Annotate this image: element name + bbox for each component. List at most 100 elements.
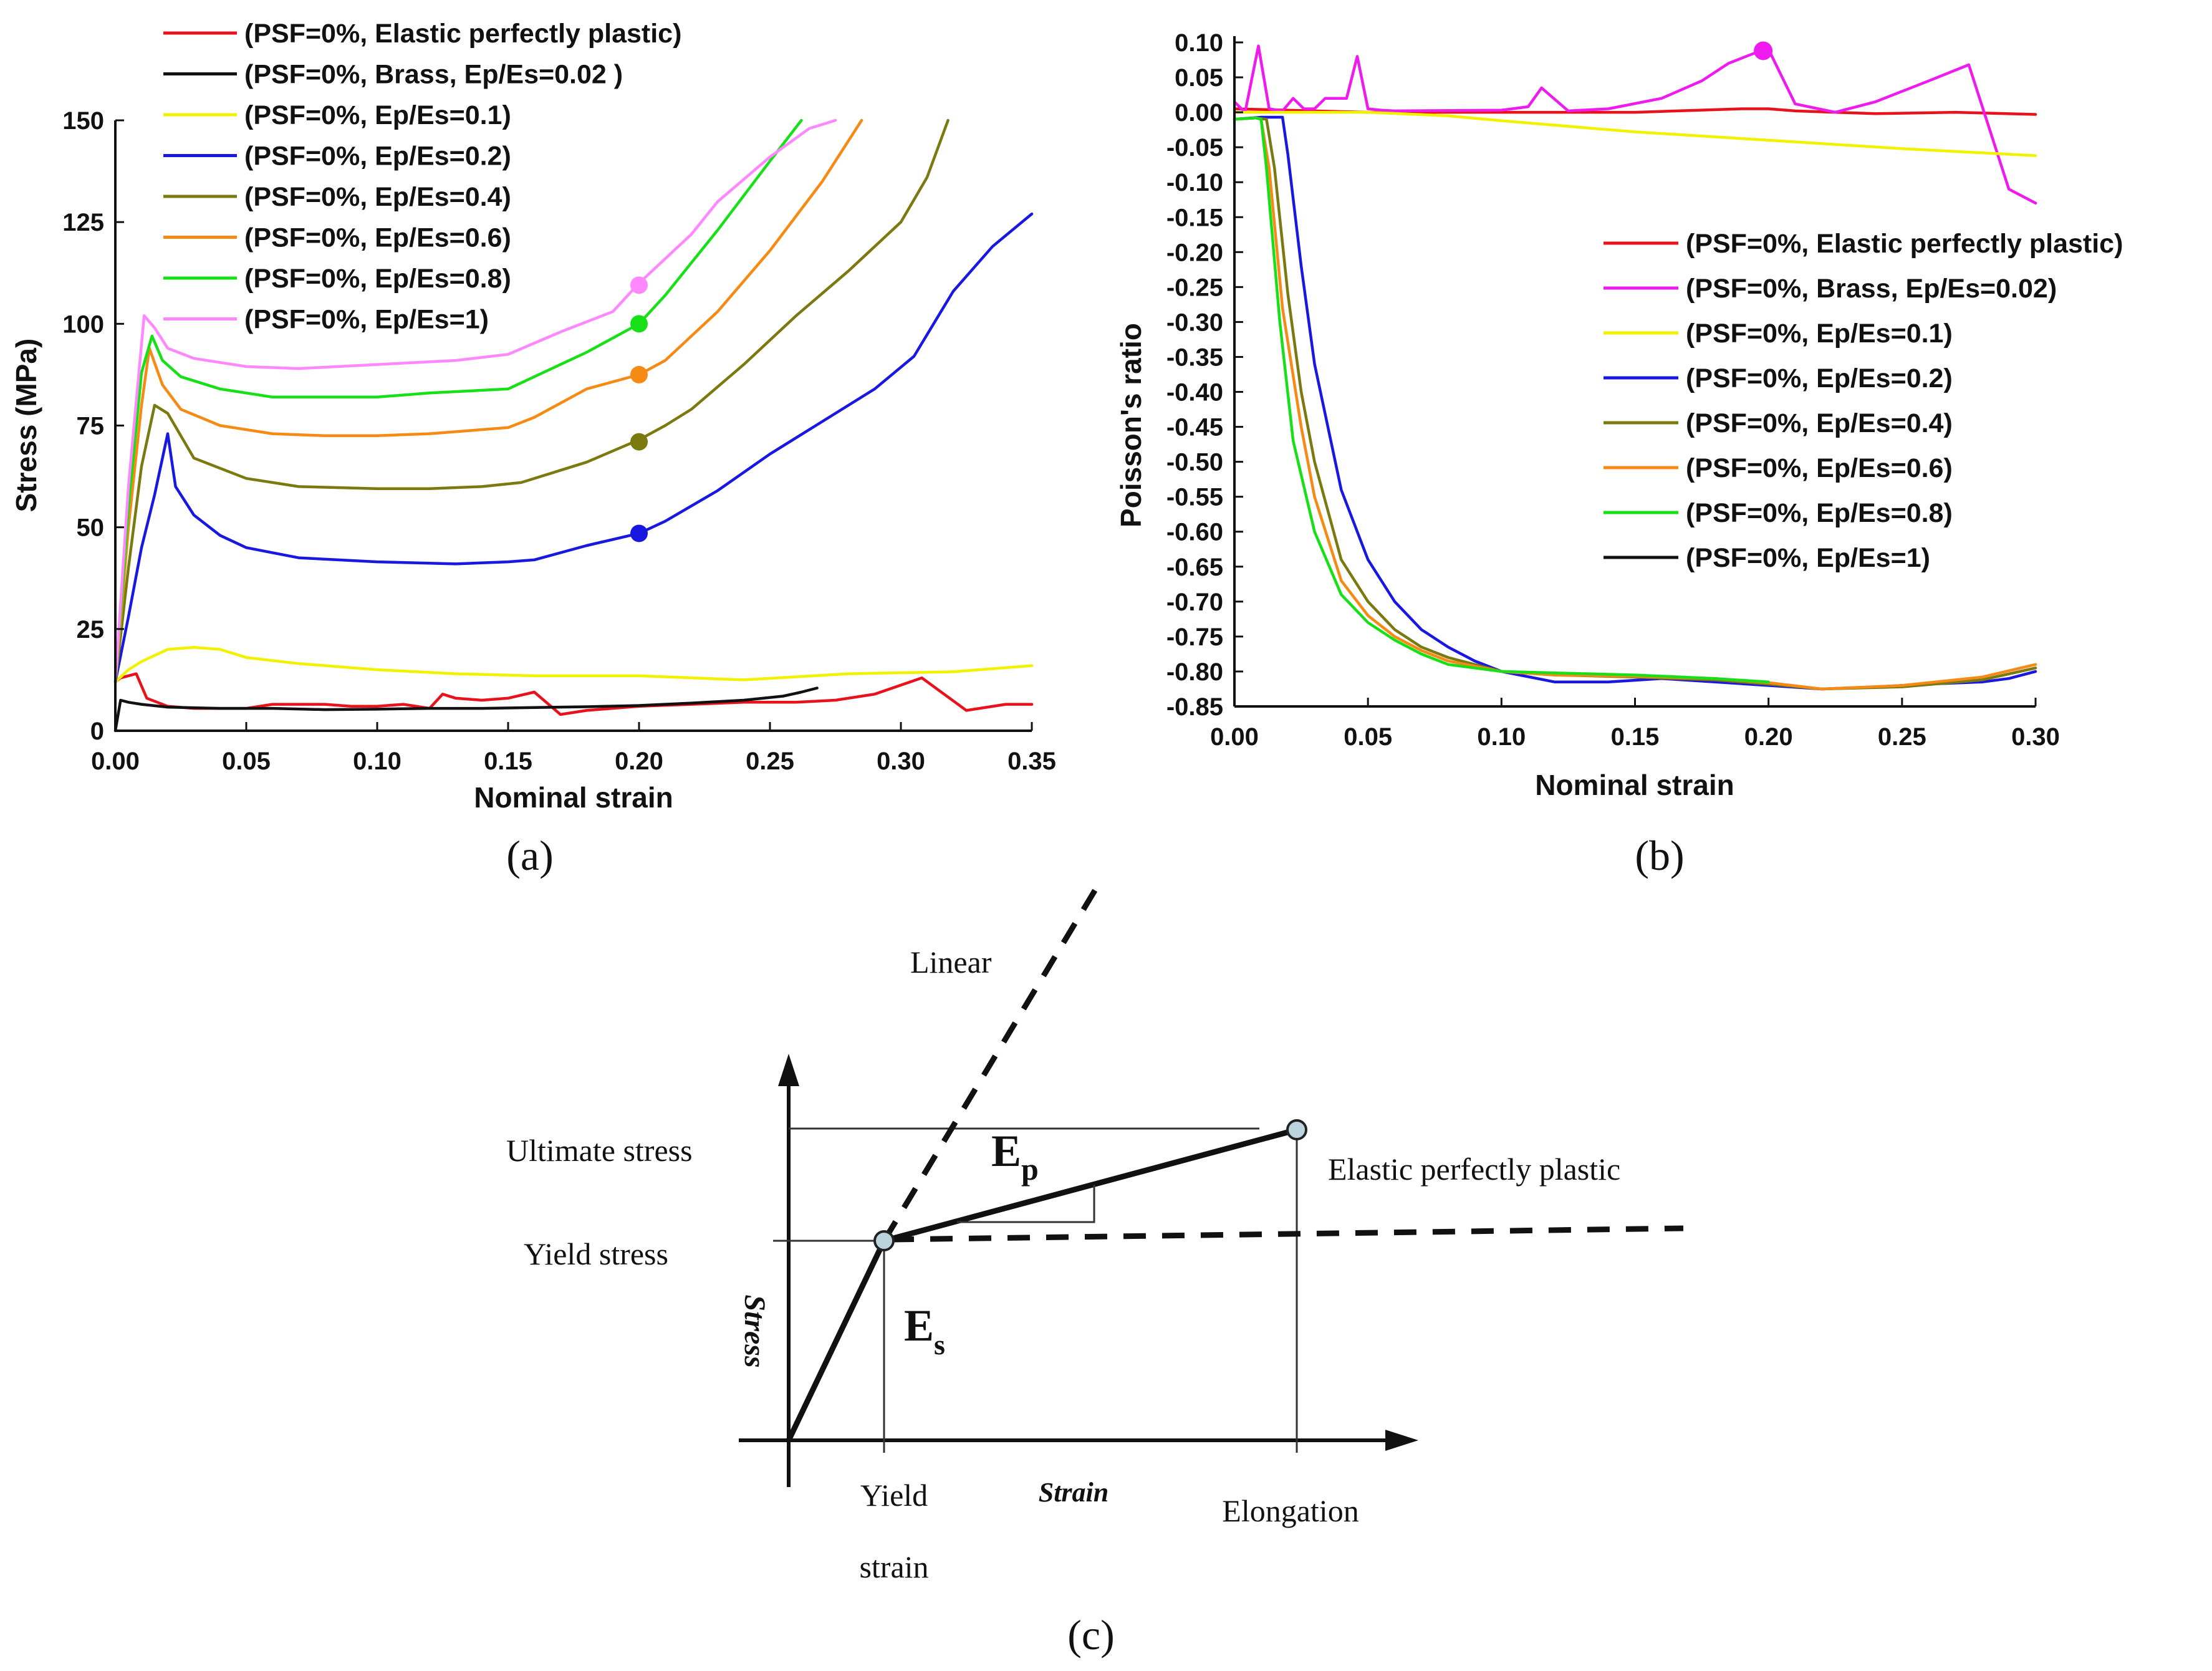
- y-tick-label: -0.35: [1166, 344, 1223, 371]
- stress-axis-label: Stress: [738, 1294, 771, 1367]
- y-tick-label: -0.05: [1166, 134, 1223, 161]
- ultimate-point-marker: [1286, 1119, 1307, 1140]
- legend-label-7: (PSF=0%, Ep/Es=1): [1686, 543, 1930, 573]
- y-tick-label: -0.70: [1166, 589, 1223, 616]
- panel-b-y-axis-title: Poisson's ratio: [1115, 323, 1147, 527]
- panel-a-x-axis-title: Nominal strain: [474, 781, 673, 814]
- y-tick-label: -0.30: [1166, 309, 1223, 336]
- yield-strain-label-line2: strain: [859, 1549, 928, 1584]
- y-tick-label: -0.25: [1166, 274, 1223, 301]
- legend-label-5: (PSF=0%, Ep/Es=0.6): [1686, 453, 1953, 483]
- legend-label-2: (PSF=0%, Ep/Es=0.1): [1686, 319, 1953, 349]
- legend-label-6: (PSF=0%, Ep/Es=0.8): [244, 264, 511, 294]
- y-tick-label: -0.15: [1166, 204, 1223, 231]
- panel-b-series-group: [1233, 44, 2037, 691]
- y-tick-label: 125: [62, 209, 104, 236]
- y-tick-label: 0.00: [1175, 99, 1223, 127]
- y-tick-label: -0.65: [1166, 554, 1223, 581]
- linear-elastic-extension-dashed: [882, 887, 1099, 1243]
- legend-label-5: (PSF=0%, Ep/Es=0.6): [244, 223, 511, 253]
- y-tick-label: -0.85: [1166, 693, 1223, 721]
- legend-label-0: (PSF=0%, Elastic perfectly plastic): [1686, 229, 2123, 259]
- legend-label-4: (PSF=0%, Ep/Es=0.4): [1686, 408, 1953, 438]
- y-tick-label: -0.40: [1166, 379, 1223, 407]
- series-line-3: [1233, 115, 2037, 691]
- panel-a-markers-group: [630, 276, 648, 542]
- y-tick-label: -0.60: [1166, 519, 1223, 546]
- series-line-2: [113, 645, 1034, 683]
- x-tick-label: 0.25: [746, 748, 794, 775]
- linear-label: Linear: [910, 945, 992, 980]
- data-marker-0: [1754, 41, 1773, 60]
- panel-a-y-ticks: 0 25 50 75 100 125 150: [62, 107, 124, 745]
- legend-label-6: (PSF=0%, Ep/Es=0.8): [1686, 498, 1953, 528]
- series-line-4: [1233, 116, 2037, 691]
- y-tick-label: 50: [77, 514, 105, 542]
- x-tick-label: 0.15: [484, 748, 532, 775]
- panel-b-legend: (PSF=0%, Elastic perfectly plastic) (PSF=…: [1604, 229, 2123, 573]
- x-tick-label: 0.00: [91, 748, 140, 775]
- y-tick-label: -0.20: [1166, 239, 1223, 266]
- series-line-6: [1233, 116, 1770, 684]
- y-tick-label: 0: [90, 718, 104, 745]
- panel-b-y-ticks: 0.10 0.05 0.00 -0.05 -0.10 -0.15 -0.20 -0.25 -0.…: [1166, 29, 1243, 721]
- es-label: Es: [904, 1301, 945, 1360]
- series-line-7: [113, 118, 837, 683]
- x-tick-label: 0.00: [1210, 723, 1259, 751]
- ultimate-stress-label: Ultimate stress: [506, 1133, 693, 1168]
- data-marker-1: [630, 315, 648, 333]
- legend-label-2: (PSF=0%, Ep/Es=0.1): [244, 100, 511, 130]
- series-line-5: [113, 118, 863, 683]
- elongation-label: Elongation: [1222, 1493, 1358, 1528]
- yield-point-marker: [873, 1230, 895, 1251]
- x-tick-label: 0.25: [1878, 723, 1926, 751]
- y-tick-label: 25: [77, 616, 105, 643]
- legend-label-3: (PSF=0%, Ep/Es=0.2): [1686, 364, 1953, 393]
- ep-label-main: E: [991, 1126, 1021, 1176]
- y-tick-label: -0.45: [1166, 414, 1223, 441]
- panel-b-markers-group: [1754, 41, 1773, 60]
- series-line-6: [113, 118, 803, 683]
- x-tick-label: 0.05: [222, 748, 271, 775]
- data-marker-0: [630, 276, 648, 294]
- hardening-branch-line: [883, 1127, 1298, 1244]
- x-tick-label: 0.15: [1611, 723, 1660, 751]
- data-marker-2: [630, 365, 648, 383]
- x-tick-label: 0.05: [1344, 723, 1392, 751]
- diagram-strain-axis-arrow: [1385, 1430, 1418, 1451]
- es-label-main: E: [904, 1301, 934, 1351]
- y-tick-label: 100: [62, 311, 104, 338]
- x-tick-label: 0.35: [1007, 748, 1056, 775]
- ep-slope-triangle: [957, 1185, 1095, 1223]
- panel-b-label: (b): [1635, 832, 1684, 879]
- legend-label-7: (PSF=0%, Ep/Es=1): [244, 305, 489, 335]
- y-tick-label: -0.80: [1166, 658, 1223, 686]
- panel-c-label: (c): [1067, 1611, 1114, 1659]
- y-tick-label: 0.05: [1175, 64, 1223, 92]
- panel-b-x-axis-title: Nominal strain: [1535, 769, 1734, 801]
- panel-a-label: (a): [506, 832, 553, 879]
- legend-label-4: (PSF=0%, Ep/Es=0.4): [244, 182, 511, 212]
- panel-a-legend: (PSF=0%, Elastic perfectly plastic) (PSF=…: [163, 19, 681, 335]
- legend-label-3: (PSF=0%, Ep/Es=0.2): [244, 142, 511, 171]
- panel-b-poisson-ratio-chart: 0.00 0.05 0.10 0.15 0.20 0.25 0.30 0.100.050.0…: [1115, 29, 2123, 879]
- legend-label-1: (PSF=0%, Brass, Ep/Es=0.02): [1686, 274, 2057, 304]
- series-line-1: [113, 686, 819, 733]
- y-tick-label: -0.10: [1166, 169, 1223, 196]
- y-tick-label: -0.50: [1166, 449, 1223, 476]
- legend-label-0: (PSF=0%, Elastic perfectly plastic): [244, 19, 681, 49]
- series-line-5: [1233, 116, 2037, 691]
- yield-stress-label: Yield stress: [524, 1236, 668, 1271]
- panel-b-x-ticks: 0.00 0.05 0.10 0.15 0.20 0.25 0.30: [1210, 698, 2060, 751]
- ep-label: Ep: [991, 1126, 1039, 1187]
- es-label-subscript: s: [934, 1329, 945, 1360]
- elastic-perfectly-plastic-label: Elastic perfectly plastic: [1328, 1152, 1620, 1187]
- series-line-3: [113, 212, 1034, 683]
- elastic-branch-line: [786, 1240, 887, 1442]
- x-tick-label: 0.10: [1477, 723, 1526, 751]
- x-tick-label: 0.20: [615, 748, 663, 775]
- yield-strain-label-line1: Yield: [860, 1478, 928, 1513]
- data-marker-4: [630, 524, 648, 542]
- series-line-1: [1233, 44, 2037, 205]
